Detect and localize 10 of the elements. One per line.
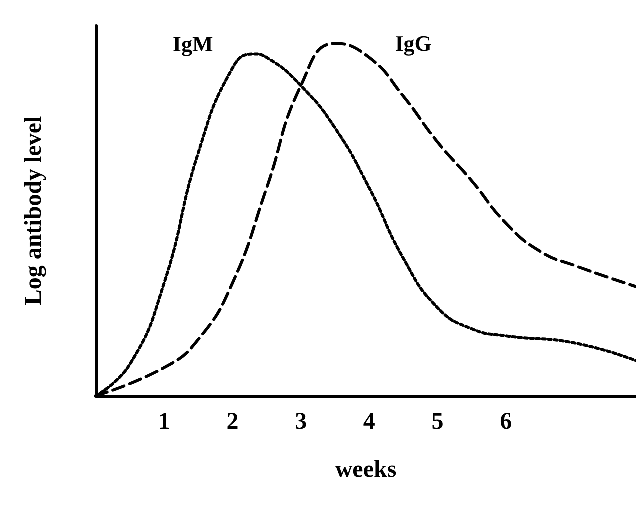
x-tick-label: 3 — [295, 409, 308, 435]
x-tick-label: 4 — [363, 409, 376, 435]
series-label: IgG — [395, 31, 432, 56]
y-axis-title: Log antibody level — [21, 116, 47, 306]
series-label: IgM — [172, 32, 214, 57]
x-tick-label: 2 — [226, 409, 239, 435]
x-axis-title: weeks — [335, 457, 397, 483]
x-tick-label: 6 — [500, 409, 512, 435]
x-tick-label: 5 — [432, 409, 444, 435]
x-tick-label: 1 — [158, 409, 170, 435]
